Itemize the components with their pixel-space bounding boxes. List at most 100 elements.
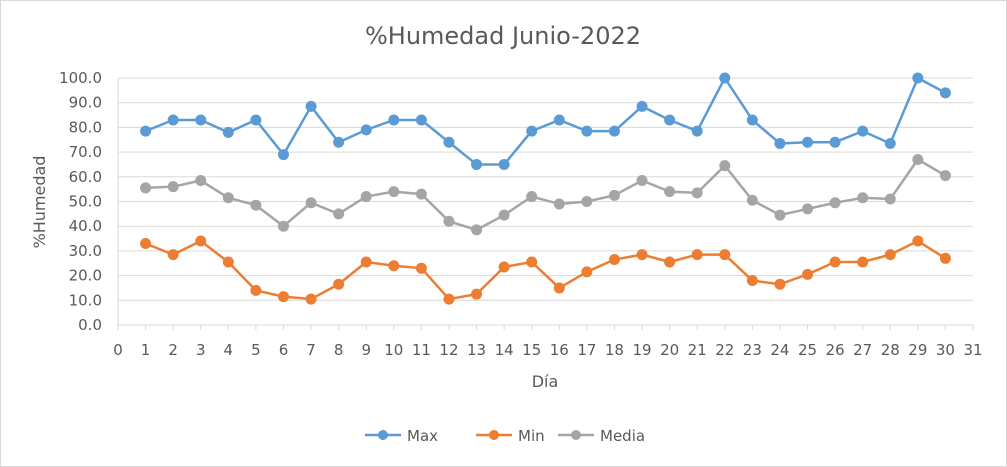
x-axis-ticks: 0 1 2 3 4 5 6 7 8 9 10 11 12 13 14 15 16 17 18 19 20 21 22 23 24… xyxy=(113,325,983,359)
x-tick-label: 6 xyxy=(279,341,289,359)
series-media-point xyxy=(222,192,234,204)
x-tick-label: 15 xyxy=(522,341,541,359)
series-media-point xyxy=(140,182,152,194)
x-tick-label: 1 xyxy=(141,341,151,359)
legend: Max Min Media xyxy=(365,427,645,445)
x-tick-label: 3 xyxy=(196,341,206,359)
x-tick-label: 30 xyxy=(936,341,955,359)
x-tick-label: 4 xyxy=(224,341,234,359)
series-media-point xyxy=(305,197,317,209)
series-min-point xyxy=(939,252,951,264)
series-max-point xyxy=(829,136,841,148)
series-media-point xyxy=(443,215,455,227)
series-min xyxy=(140,235,951,305)
series-min-point xyxy=(884,249,896,261)
x-tick-label: 26 xyxy=(826,341,845,359)
series-media-point xyxy=(553,198,565,210)
x-tick-label: 10 xyxy=(384,341,403,359)
y-tick-label: 30.0 xyxy=(69,242,102,260)
series-max-point xyxy=(305,100,317,112)
series-media-point xyxy=(471,224,483,236)
series-max-point xyxy=(443,136,455,148)
series-max-point xyxy=(140,125,152,137)
legend-marker-min xyxy=(489,430,499,440)
series-max xyxy=(140,72,951,170)
y-axis-title: %Humedad xyxy=(30,156,49,249)
legend-label-min: Min xyxy=(518,427,545,445)
series-media-point xyxy=(526,191,538,203)
series-min-point xyxy=(360,256,372,268)
series-max-point xyxy=(195,114,207,126)
series-max-point xyxy=(167,114,179,126)
legend-item-max: Max xyxy=(365,427,438,445)
series-max-point xyxy=(802,136,814,148)
series-media-point xyxy=(167,181,179,193)
series-min-point xyxy=(195,235,207,247)
series-min-point xyxy=(857,256,869,268)
series-media-point xyxy=(195,175,207,187)
legend-label-media: Media xyxy=(600,427,645,445)
y-tick-label: 0.0 xyxy=(78,316,102,334)
series-group xyxy=(140,72,951,305)
series-min-point xyxy=(526,256,538,268)
series-media-point xyxy=(802,203,814,215)
y-tick-label: 80.0 xyxy=(69,118,102,136)
y-tick-label: 20.0 xyxy=(69,267,102,285)
series-media-point xyxy=(636,175,648,187)
series-max-point xyxy=(388,114,400,126)
series-max-point xyxy=(222,126,234,138)
series-min-point xyxy=(222,256,234,268)
series-media-point xyxy=(746,194,758,206)
series-max-point xyxy=(719,72,731,84)
series-min-point xyxy=(912,235,924,247)
series-min-point xyxy=(719,249,731,261)
series-max-point xyxy=(360,124,372,136)
y-tick-label: 10.0 xyxy=(69,291,102,309)
x-tick-label: 12 xyxy=(439,341,458,359)
x-tick-label: 25 xyxy=(798,341,817,359)
series-min-point xyxy=(774,278,786,290)
y-axis-ticks: 0.0 10.0 20.0 30.0 40.0 50.0 60.0 70.0 80.0 90.0 1… xyxy=(59,69,102,334)
x-tick-label: 29 xyxy=(908,341,927,359)
series-media-point xyxy=(857,192,869,204)
series-max-point xyxy=(581,125,593,137)
legend-label-max: Max xyxy=(407,427,438,445)
series-max-point xyxy=(664,114,676,126)
series-max-point xyxy=(608,125,620,137)
legend-item-media: Media xyxy=(558,427,645,445)
series-min-point xyxy=(415,262,427,274)
series-max-point xyxy=(884,137,896,149)
series-media-point xyxy=(829,197,841,209)
series-max-point xyxy=(912,72,924,84)
x-tick-label: 28 xyxy=(881,341,900,359)
series-min-point xyxy=(443,293,455,305)
x-tick-label: 14 xyxy=(495,341,514,359)
x-tick-label: 9 xyxy=(361,341,371,359)
series-min-point xyxy=(553,282,565,294)
x-tick-label: 7 xyxy=(306,341,316,359)
y-tick-label: 60.0 xyxy=(69,168,102,186)
series-media-point xyxy=(388,186,400,198)
series-max-point xyxy=(746,114,758,126)
series-min-point xyxy=(664,256,676,268)
x-axis-title: Día xyxy=(532,372,559,391)
series-media-point xyxy=(939,170,951,182)
series-max-point xyxy=(471,158,483,170)
x-tick-label: 0 xyxy=(113,341,123,359)
x-tick-label: 27 xyxy=(853,341,872,359)
series-min-point xyxy=(802,268,814,280)
series-min-line xyxy=(145,239,947,301)
x-tick-label: 24 xyxy=(770,341,789,359)
y-tick-label: 50.0 xyxy=(69,193,102,211)
series-min-point xyxy=(498,261,510,273)
series-min-point xyxy=(608,254,620,266)
x-tick-label: 13 xyxy=(467,341,486,359)
series-max-point xyxy=(526,125,538,137)
series-max-line xyxy=(145,76,947,166)
x-tick-label: 22 xyxy=(715,341,734,359)
series-max-point xyxy=(498,158,510,170)
series-min-point xyxy=(305,293,317,305)
series-media-point xyxy=(664,186,676,198)
x-tick-label: 20 xyxy=(660,341,679,359)
